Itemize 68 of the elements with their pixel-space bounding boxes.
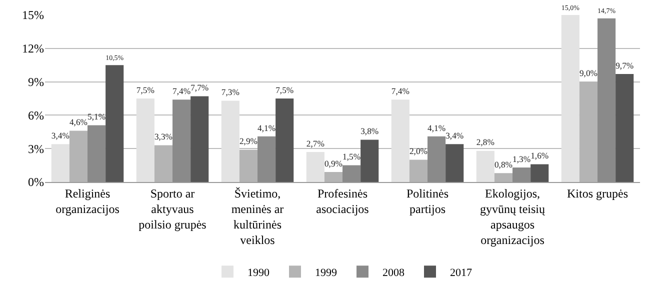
bar — [69, 130, 88, 182]
bar — [258, 136, 276, 182]
y-tick-label: 15% — [22, 8, 44, 22]
data-label: 1,6% — [530, 150, 549, 161]
x-tick-label: Sporto ar aktyvaus poilsio grupės — [138, 186, 207, 232]
data-label: 5,1% — [88, 112, 106, 122]
data-label: 7,5% — [276, 84, 294, 95]
data-label: 7,5% — [136, 84, 154, 95]
data-label: 2,0% — [409, 146, 428, 156]
bar — [306, 152, 324, 182]
bar — [494, 173, 512, 182]
legend-label: 2017 — [450, 266, 472, 279]
data-label: 1,5% — [342, 152, 361, 162]
data-label: 3,4% — [446, 130, 464, 141]
bar — [136, 98, 154, 182]
data-label: 2,9% — [239, 136, 258, 146]
bar — [190, 96, 209, 182]
bar — [172, 100, 191, 182]
bar — [88, 125, 106, 182]
data-label: 3,3% — [154, 132, 172, 142]
data-label: 0,8% — [494, 159, 512, 170]
data-label: 2,8% — [476, 137, 494, 148]
data-label: 1,3% — [512, 154, 531, 164]
data-label: 7,7% — [190, 82, 209, 93]
bar — [476, 150, 494, 182]
data-label: 2,7% — [306, 138, 324, 148]
data-label: 3,8% — [360, 126, 379, 136]
x-tick-label: Politinės partijos — [406, 186, 449, 216]
x-tick-label: Profesinės asociacijos — [316, 186, 370, 216]
x-tick-label: Religinės organizacijos — [56, 186, 120, 216]
bar — [530, 164, 549, 182]
bar — [276, 98, 294, 182]
data-label: 3,4% — [51, 130, 70, 141]
bar — [512, 168, 531, 182]
y-tick-label: 9% — [28, 75, 44, 89]
legend-label: 1990 — [248, 266, 270, 279]
data-label: 9,7% — [616, 60, 634, 70]
data-label: 4,1% — [258, 122, 276, 133]
x-tick-label: Švietimo, meninės ar kultūrinės veiklos — [231, 186, 284, 248]
y-tick-label: 3% — [28, 142, 44, 156]
data-label: 7,4% — [391, 86, 410, 96]
data-label: 0,9% — [324, 158, 342, 168]
bar — [154, 145, 172, 182]
bar — [360, 140, 379, 182]
data-label: 7,3% — [221, 87, 240, 98]
bar — [428, 136, 446, 182]
bar — [409, 160, 428, 182]
x-tick-label: Kitos grupės — [567, 186, 628, 200]
bar — [342, 165, 361, 182]
bar — [561, 15, 580, 182]
bar — [446, 144, 464, 182]
data-label: 4,1% — [428, 122, 446, 133]
y-tick-label: 6% — [28, 108, 44, 122]
legend-label: 1999 — [315, 266, 338, 279]
data-label: 4,6% — [69, 117, 88, 128]
bar — [51, 144, 70, 182]
bar — [106, 65, 124, 182]
bar — [616, 74, 634, 182]
y-tick-label: 0% — [28, 175, 44, 190]
x-tick-label: Ekologijos, gyvūnų teisių apsaugos organizacijos — [480, 186, 546, 248]
data-label: 7,4% — [172, 86, 191, 96]
data-label: 9,0% — [579, 68, 598, 78]
bar — [221, 100, 240, 182]
bar — [598, 18, 616, 182]
y-tick-label: 12% — [22, 42, 44, 56]
bar — [324, 172, 342, 182]
legend-label: 2008 — [382, 266, 405, 279]
bar — [391, 100, 410, 182]
